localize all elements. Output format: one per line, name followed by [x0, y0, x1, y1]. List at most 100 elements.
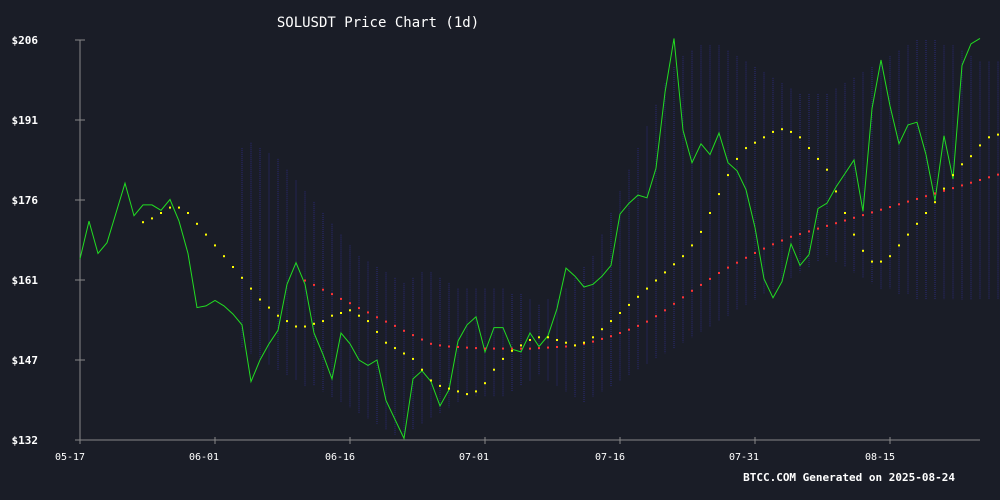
ma20-point [628, 303, 630, 306]
ma20-point [844, 212, 846, 214]
ma20-point [601, 328, 603, 331]
ma50-point [979, 179, 981, 181]
ma50-point [898, 203, 900, 206]
x-tick-label: 07-01 [459, 452, 489, 463]
ma50-point [934, 192, 936, 195]
ma20-point [421, 368, 423, 371]
ma50-point [997, 173, 999, 176]
x-tick-label: 06-01 [189, 452, 219, 463]
ma20-point [745, 147, 747, 150]
ma50-point [880, 208, 882, 211]
ma50-point [601, 337, 603, 340]
ma50-point [637, 324, 639, 327]
ma20-point [619, 312, 621, 314]
ma50-point [439, 344, 441, 347]
x-tick-label: 07-31 [729, 452, 759, 463]
ma20-point [268, 306, 270, 309]
ma50-point [763, 247, 765, 250]
ma20-point [304, 325, 306, 328]
ma20-point [403, 352, 405, 355]
ma20-point [376, 330, 378, 333]
ma20-point [835, 190, 837, 193]
ma20-point [313, 322, 315, 325]
ma20-point [214, 244, 216, 247]
ma20-point [502, 357, 504, 360]
ma20-point [790, 130, 792, 133]
ma50-point [313, 283, 315, 286]
ma20-point [718, 193, 720, 196]
ma50-point [826, 224, 828, 227]
ma20-point [988, 136, 990, 139]
ma20-point [430, 379, 432, 382]
ma20-point [808, 147, 810, 150]
ma20-point [187, 212, 189, 214]
ma20-point [925, 212, 927, 214]
ma50-point [646, 320, 648, 323]
x-tick-label: 08-15 [865, 452, 895, 463]
ma20-point [592, 336, 594, 339]
ma50-point [790, 235, 792, 238]
ma50-point [421, 338, 423, 341]
ma20-point [277, 314, 279, 317]
ma50-point [853, 216, 855, 219]
ma50-point [889, 206, 891, 208]
ma20-point [457, 390, 459, 393]
ma50-point [394, 324, 396, 327]
ma50-point [556, 346, 558, 348]
ma20-point [637, 295, 639, 298]
ma20-point [565, 341, 567, 344]
ma20-point [493, 368, 495, 371]
ma20-point [484, 382, 486, 385]
ma50-point [412, 334, 414, 337]
y-tick-label: $176 [12, 194, 39, 207]
ma50-point [673, 302, 675, 305]
x-tick-label: 05-17 [55, 452, 85, 463]
ma20-point [169, 206, 171, 209]
ma20-point [763, 136, 765, 139]
ma20-point [511, 349, 513, 352]
ma20-point [655, 279, 657, 282]
ma20-point [781, 128, 783, 131]
ma20-point [871, 260, 873, 263]
ma20-point [385, 341, 387, 344]
ma20-point [934, 201, 936, 204]
ma50-point [628, 328, 630, 331]
ma50-point [871, 211, 873, 214]
ma20-point [475, 390, 477, 393]
ma50-point [952, 187, 954, 190]
ma20-point [907, 233, 909, 236]
ma20-point [466, 393, 468, 396]
ma50-point [835, 222, 837, 225]
ma20-point [880, 260, 882, 263]
ma50-point [700, 283, 702, 286]
ma50-point [610, 335, 612, 338]
ma50-point [691, 289, 693, 292]
y-tick-label: $132 [12, 434, 39, 447]
ma20-point [556, 339, 558, 341]
x-tick-label: 07-16 [595, 452, 625, 463]
ma50-point [799, 233, 801, 236]
ma50-point [583, 342, 585, 345]
ma50-point [682, 296, 684, 299]
ma20-point [358, 314, 360, 317]
ma50-point [916, 197, 918, 200]
ma50-point [511, 347, 513, 350]
ma50-point [484, 347, 486, 350]
ma20-point [250, 287, 252, 290]
ma50-point [943, 189, 945, 192]
ma50-point [349, 302, 351, 305]
ma20-point [340, 312, 342, 314]
ma20-point [259, 298, 261, 301]
ma50-point [655, 315, 657, 318]
ma50-point [808, 230, 810, 233]
footer-credit: BTCC.COM Generated on 2025-08-24 [743, 471, 955, 484]
ma20-point [700, 230, 702, 233]
ma50-point [844, 219, 846, 222]
ma20-point [205, 233, 207, 236]
ma50-point [520, 347, 522, 350]
chart-marks [75, 37, 999, 444]
ma20-point [367, 320, 369, 323]
ma20-point [952, 174, 954, 177]
ma20-point [232, 266, 234, 268]
ma20-point [322, 320, 324, 323]
